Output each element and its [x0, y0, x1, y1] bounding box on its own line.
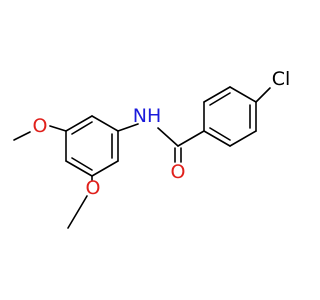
bond	[13, 131, 31, 141]
bond	[67, 195, 88, 229]
molecule: Cl NH O O O	[13, 68, 291, 229]
atom-label: O	[171, 161, 186, 183]
bond	[203, 130, 231, 147]
atom-label: NH	[133, 105, 162, 127]
atom-label: O	[33, 115, 48, 137]
bond	[91, 115, 119, 132]
bond	[255, 87, 271, 103]
bond	[157, 127, 179, 147]
bond	[209, 127, 231, 141]
bonds	[13, 86, 271, 229]
bond	[71, 157, 93, 171]
bond	[177, 130, 205, 147]
bond	[65, 160, 93, 177]
bond	[229, 130, 257, 147]
bond	[71, 121, 93, 135]
bond	[49, 125, 67, 132]
bond	[117, 123, 139, 132]
bond	[209, 92, 231, 106]
bond	[65, 115, 93, 132]
bond	[203, 86, 231, 103]
atom-label: O	[86, 177, 101, 199]
atom-label: Cl	[272, 68, 291, 90]
bond	[91, 160, 119, 177]
bond	[229, 86, 257, 103]
page: {"atoms": {"chlorine": "Cl", "amide_nitr…	[13, 68, 291, 229]
